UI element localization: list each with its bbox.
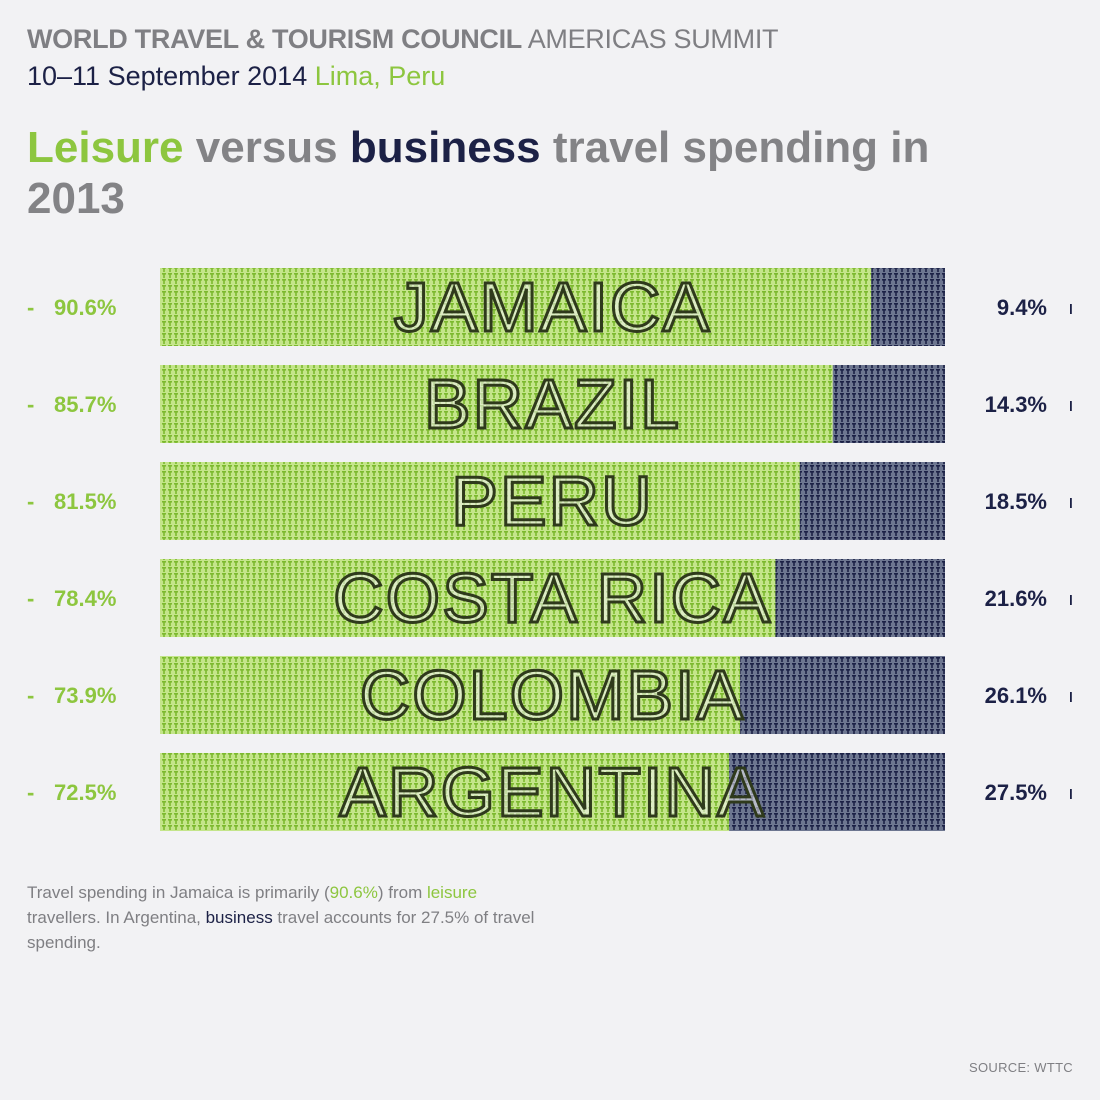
country-label: PERU [451,462,653,540]
country-label: COLOMBIA [360,656,746,734]
country-label: BRAZIL [424,365,681,443]
event-location: Lima, Peru [314,61,446,91]
chart-row: -72.5% ARGENTINA 27.5% [27,752,1072,833]
caption-part-2: ) from [377,883,427,902]
title-versus: versus [195,123,338,172]
leisure-tick: - [27,586,34,611]
caption-part-1: Travel spending in Jamaica is primarily … [27,883,330,902]
business-value-label: 18.5% [985,489,1047,514]
leisure-bar [160,365,833,443]
leisure-tick: - [27,392,34,417]
chart-row: -78.4% COSTA RICA 21.6% [27,558,1072,639]
business-bar [832,365,945,443]
leisure-value-label: 72.5% [54,780,116,805]
leisure-bar [160,753,730,831]
leisure-value-label: 73.9% [54,683,116,708]
chart-row: -73.9% COLOMBIA 26.1% [27,655,1072,736]
business-value-label: 27.5% [985,780,1047,805]
caption-part-3: travellers. In Argentina, [27,908,206,927]
business-bar [871,268,945,346]
country-label: JAMAICA [394,268,711,346]
leisure-tick: - [27,295,34,320]
business-bar [775,559,945,637]
leisure-bar [160,559,776,637]
caption-word-leisure: leisure [426,883,478,902]
caption-word-business: business [205,908,273,927]
leisure-value-label: 90.6% [54,295,116,320]
business-bar [799,462,945,540]
business-tick [1070,692,1072,702]
header-organization: WORLD TRAVEL & TOURISM COUNCIL AMERICAS … [27,23,779,55]
title-business: business [349,123,541,172]
leisure-tick: - [27,683,34,708]
business-value-label: 14.3% [985,392,1047,417]
business-value-label: 9.4% [997,295,1047,320]
country-label: COSTA RICA [333,559,772,637]
caption-part-4: travel accounts for 27.5% of travel spen… [27,908,535,952]
business-tick [1070,401,1072,411]
chart-row: -81.5% PERU 18.5% [27,461,1072,542]
caption: Travel spending in Jamaica is primarily … [27,880,547,955]
chart: -90.6% JAMAICA 9.4%- 85.7% BRAZIL 14.3%- 81.5%… [27,267,1072,833]
business-tick [1070,498,1072,508]
chart-title: Leisure versus business travel spending … [27,122,987,224]
event-dates: 10–11 September 2014 [27,61,308,91]
title-rest: travel spending in 2013 [27,123,930,223]
business-tick [1070,789,1072,799]
business-bar [740,656,945,734]
source-note: SOURCE: WTTC [969,1060,1073,1075]
country-label: ARGENTINA [339,753,765,831]
leisure-bar [160,462,800,540]
chart-row: -90.6% JAMAICA 9.4% [27,267,1072,348]
event-name: AMERICAS SUMMIT [527,24,779,54]
leisure-tick: - [27,780,34,805]
leisure-value-label: 78.4% [54,586,116,611]
business-tick [1070,595,1072,605]
chart-row: -85.7% BRAZIL 14.3% [27,364,1072,445]
title-leisure: Leisure [27,123,184,172]
leisure-value-label: 81.5% [54,489,116,514]
caption-value-leisure: 90.6% [329,883,378,902]
leisure-bar [160,656,741,734]
business-value-label: 21.6% [985,586,1047,611]
business-value-label: 26.1% [985,683,1047,708]
leisure-bar [160,268,872,346]
business-tick [1070,304,1072,314]
organization-name: WORLD TRAVEL & TOURISM COUNCIL [27,24,522,54]
business-bar [729,753,945,831]
leisure-tick: - [27,489,34,514]
header-event-info: 10–11 September 2014 Lima, Peru [27,60,445,92]
leisure-value-label: 85.7% [54,392,116,417]
